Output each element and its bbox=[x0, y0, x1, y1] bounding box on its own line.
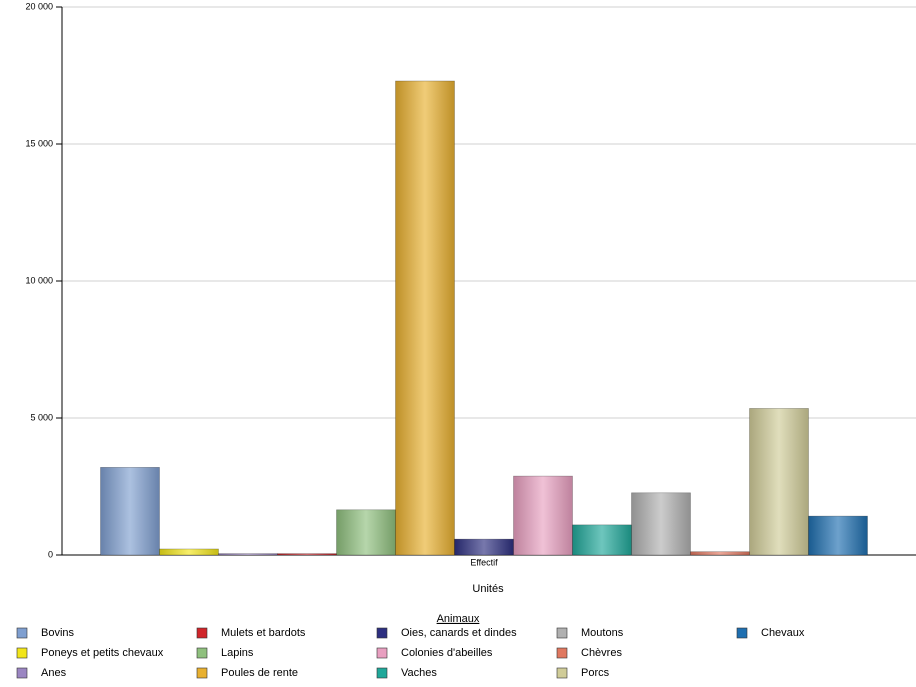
y-tick-label: 15 000 bbox=[25, 138, 53, 148]
bar bbox=[159, 548, 219, 556]
legend-label: Poules de rente bbox=[221, 667, 298, 679]
legend-marker bbox=[556, 647, 568, 659]
legend-label: Colonies d'abeilles bbox=[401, 647, 493, 659]
legend-marker bbox=[376, 627, 388, 639]
legend-title: Animaux bbox=[437, 613, 480, 625]
y-tick-label: 20 000 bbox=[25, 1, 53, 11]
legend-label: Anes bbox=[41, 667, 67, 679]
y-tick-label: 10 000 bbox=[25, 275, 53, 285]
legend-label: Bovins bbox=[41, 627, 75, 639]
x-axis-title: Unités bbox=[472, 583, 504, 595]
bar bbox=[513, 475, 573, 556]
legend-label: Poneys et petits chevaux bbox=[41, 647, 164, 659]
y-tick-label: 5 000 bbox=[30, 412, 53, 422]
legend-label: Lapins bbox=[221, 647, 254, 659]
bar bbox=[808, 515, 868, 556]
y-tick-label: 0 bbox=[48, 549, 53, 559]
bar bbox=[100, 467, 160, 556]
legend-label: Chevaux bbox=[761, 627, 805, 639]
legend-label: Vaches bbox=[401, 667, 437, 679]
legend-marker bbox=[376, 667, 388, 679]
legend-marker bbox=[736, 627, 748, 639]
legend-marker bbox=[196, 667, 208, 679]
legend-marker bbox=[16, 627, 28, 639]
bar bbox=[395, 80, 455, 556]
legend-label: Moutons bbox=[581, 627, 624, 639]
bar bbox=[454, 538, 514, 556]
legend-marker bbox=[376, 647, 388, 659]
legend-label: Porcs bbox=[581, 667, 610, 679]
bar bbox=[277, 553, 337, 556]
bar bbox=[572, 524, 632, 556]
legend-label: Mulets et bardots bbox=[221, 627, 306, 639]
legend-marker bbox=[196, 647, 208, 659]
legend-marker bbox=[556, 627, 568, 639]
bar bbox=[336, 509, 396, 556]
bar bbox=[749, 408, 809, 556]
x-tick-label: Effectif bbox=[470, 557, 498, 567]
legend-marker bbox=[16, 667, 28, 679]
legend-label: Oies, canards et dindes bbox=[401, 627, 517, 639]
legend-marker bbox=[556, 667, 568, 679]
legend-marker bbox=[16, 647, 28, 659]
bar bbox=[690, 551, 750, 556]
legend-label: Chèvres bbox=[581, 647, 622, 659]
legend-marker bbox=[196, 627, 208, 639]
bar bbox=[631, 492, 691, 556]
bar bbox=[218, 553, 278, 556]
